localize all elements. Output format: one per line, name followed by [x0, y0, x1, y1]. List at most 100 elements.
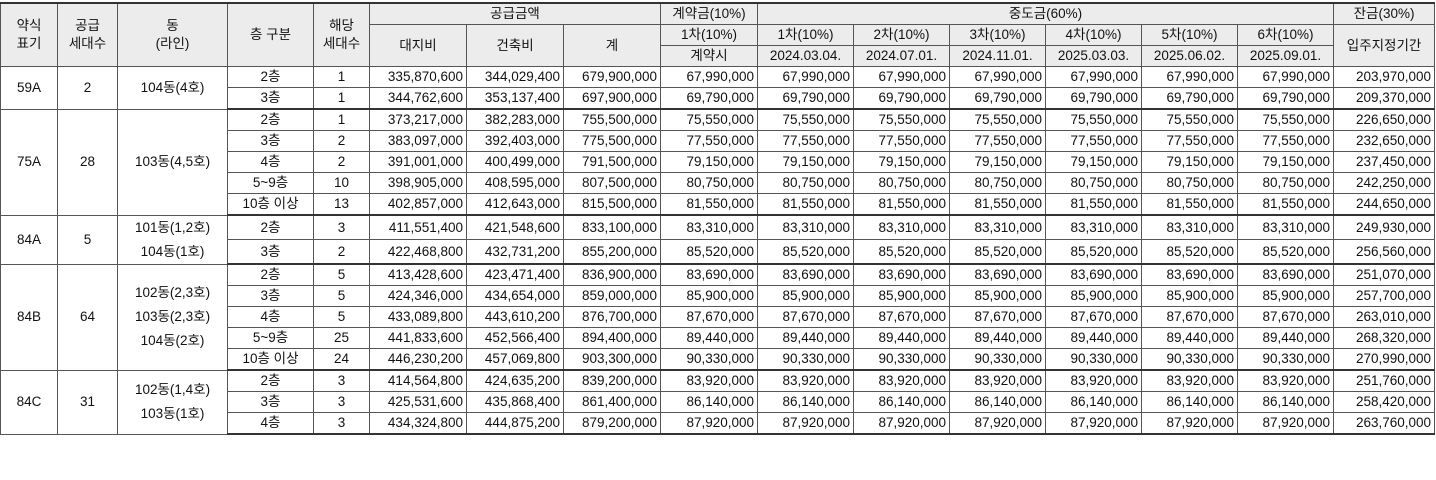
floor-cell: 2층: [227, 214, 314, 240]
middle-payment-4-cell: 89,440,000: [1045, 327, 1143, 349]
units-cell: 3: [313, 391, 370, 413]
dong-cell: 103동(4,5호): [117, 108, 228, 216]
balance-cell: 251,070,000: [1333, 263, 1436, 286]
building-price-cell: 392,403,000: [466, 130, 564, 152]
total-price-cell: 807,500,000: [562, 172, 662, 194]
middle-payment-1-cell: 75,550,000: [757, 108, 855, 131]
middle-payment-5-cell: 85,520,000: [1141, 239, 1239, 265]
contract-cell: 67,990,000: [660, 66, 759, 88]
floor-cell: 2층: [227, 369, 314, 392]
balance-cell: 237,450,000: [1333, 151, 1436, 173]
middle-payment-6-cell: 89,440,000: [1237, 327, 1335, 349]
land-price-cell: 391,001,000: [369, 151, 467, 173]
total-price-cell: 697,900,000: [562, 87, 662, 110]
middle-payment-4-cell: 85,900,000: [1045, 285, 1143, 307]
total-price-cell: 755,500,000: [562, 108, 662, 131]
middle-payment-5-cell: 90,330,000: [1141, 348, 1239, 371]
header-middle-5: 5차(10%): [1141, 24, 1239, 46]
header-middle: 중도금(60%): [757, 2, 1335, 25]
middle-payment-6-cell: 85,520,000: [1237, 239, 1335, 265]
middle-payment-5-cell: 83,920,000: [1141, 369, 1239, 392]
middle-payment-1-cell: 69,790,000: [757, 87, 855, 110]
middle-payment-3-cell: 90,330,000: [949, 348, 1047, 371]
middle-payment-2-cell: 87,920,000: [853, 412, 951, 435]
contract-cell: 83,690,000: [660, 263, 759, 286]
floor-cell: 4층: [227, 151, 314, 173]
contract-cell: 87,670,000: [660, 306, 759, 328]
land-price-cell: 414,564,800: [369, 369, 467, 392]
middle-payment-5-cell: 87,670,000: [1141, 306, 1239, 328]
header-contract-when: 계약시: [660, 45, 759, 67]
units-cell: 2: [313, 130, 370, 152]
middle-payment-5-cell: 79,150,000: [1141, 151, 1239, 173]
floor-cell: 3층: [227, 391, 314, 413]
land-price-cell: 344,762,600: [369, 87, 467, 110]
middle-payment-4-cell: 81,550,000: [1045, 193, 1143, 216]
table-row: 84C 31 102동(1,4호) 103동(1호) 2층 3 414,564,800 424…: [0, 369, 1436, 435]
dong-cell: 104동(4호): [117, 66, 228, 110]
middle-payment-6-cell: 83,310,000: [1237, 214, 1335, 240]
balance-cell: 209,370,000: [1333, 87, 1436, 110]
units-cell: 5: [313, 306, 370, 328]
middle-payment-5-cell: 67,990,000: [1141, 66, 1239, 88]
building-price-cell: 434,654,000: [466, 285, 564, 307]
middle-payment-2-cell: 85,520,000: [853, 239, 951, 265]
contract-cell: 85,520,000: [660, 239, 759, 265]
building-price-cell: 424,635,200: [466, 369, 564, 392]
middle-payment-4-cell: 79,150,000: [1045, 151, 1143, 173]
header-dong-line2: (라인): [155, 36, 190, 51]
total-price-cell: 859,000,000: [562, 285, 662, 307]
middle-payment-3-cell: 77,550,000: [949, 130, 1047, 152]
table-row: 4층 5 433,089,800 443,610,200 876,700,000 87,6…: [1, 306, 1436, 328]
middle-payment-6-cell: 85,900,000: [1237, 285, 1335, 307]
middle-payment-6-cell: 86,140,000: [1237, 391, 1335, 413]
middle-payment-1-cell: 83,310,000: [757, 214, 855, 240]
middle-payment-3-cell: 79,150,000: [949, 151, 1047, 173]
land-price-cell: 383,097,000: [369, 130, 467, 152]
middle-payment-4-cell: 77,550,000: [1045, 130, 1143, 152]
floor-cell: 2층: [227, 66, 314, 88]
header-building: 건축비: [466, 24, 564, 67]
header-units-line1: 해당: [329, 18, 354, 33]
contract-cell: 83,310,000: [660, 214, 759, 240]
middle-payment-5-cell: 75,550,000: [1141, 108, 1239, 131]
dong-line: 101동(1,2호): [134, 219, 211, 235]
table-row: 4층 2 391,001,000 400,499,000 791,500,000 79,1…: [1, 151, 1436, 173]
header-supply-line2: 세대수: [68, 36, 107, 51]
table-row: 10층 이상 24 446,230,200 457,069,800 903,300,00…: [1, 348, 1436, 371]
contract-cell: 90,330,000: [660, 348, 759, 371]
header-contract-1: 1차(10%): [660, 24, 759, 46]
supply-units-cell: 2: [57, 66, 118, 110]
total-price-cell: 836,900,000: [562, 263, 662, 286]
contract-cell: 77,550,000: [660, 130, 759, 152]
header-units: 해당 세대수: [313, 2, 370, 67]
contract-cell: 79,150,000: [660, 151, 759, 173]
table-row: 3층 1 344,762,600 353,137,400 697,900,000 69,7…: [1, 87, 1436, 110]
balance-cell: 263,760,000: [1333, 412, 1436, 435]
header-supply-units: 공급 세대수: [57, 2, 118, 67]
contract-cell: 83,920,000: [660, 369, 759, 392]
building-price-cell: 344,029,400: [466, 66, 564, 88]
header-middle-6: 6차(10%): [1237, 24, 1335, 46]
middle-payment-5-cell: 83,690,000: [1141, 263, 1239, 286]
building-price-cell: 423,471,400: [466, 263, 564, 286]
units-cell: 5: [313, 263, 370, 286]
middle-payment-6-cell: 81,550,000: [1237, 193, 1335, 216]
header-supply-line1: 공급: [75, 18, 100, 33]
land-price-cell: 425,531,600: [369, 391, 467, 413]
building-price-cell: 353,137,400: [466, 87, 564, 110]
middle-payment-3-cell: 69,790,000: [949, 87, 1047, 110]
middle-payment-2-cell: 69,790,000: [853, 87, 951, 110]
dong-cell: 102동(2,3호) 103동(2,3호) 104동(2호): [117, 263, 228, 371]
middle-payment-6-cell: 75,550,000: [1237, 108, 1335, 131]
building-price-cell: 412,643,000: [466, 193, 564, 216]
table-header: 약식 표기 공급 세대수 동 (라인) 층 구분 해당 세대수 공급금액 계약금…: [0, 2, 1436, 67]
header-balance: 잔금(30%): [1333, 2, 1436, 25]
middle-payment-3-cell: 75,550,000: [949, 108, 1047, 131]
table-body: 59A 2 104동(4호) 2층 1 335,870,600 344,029,400 679…: [0, 66, 1436, 435]
total-price-cell: 861,400,000: [562, 391, 662, 413]
middle-payment-2-cell: 87,670,000: [853, 306, 951, 328]
building-price-cell: 457,069,800: [466, 348, 564, 371]
header-total: 계: [562, 24, 662, 67]
total-price-cell: 679,900,000: [562, 66, 662, 88]
